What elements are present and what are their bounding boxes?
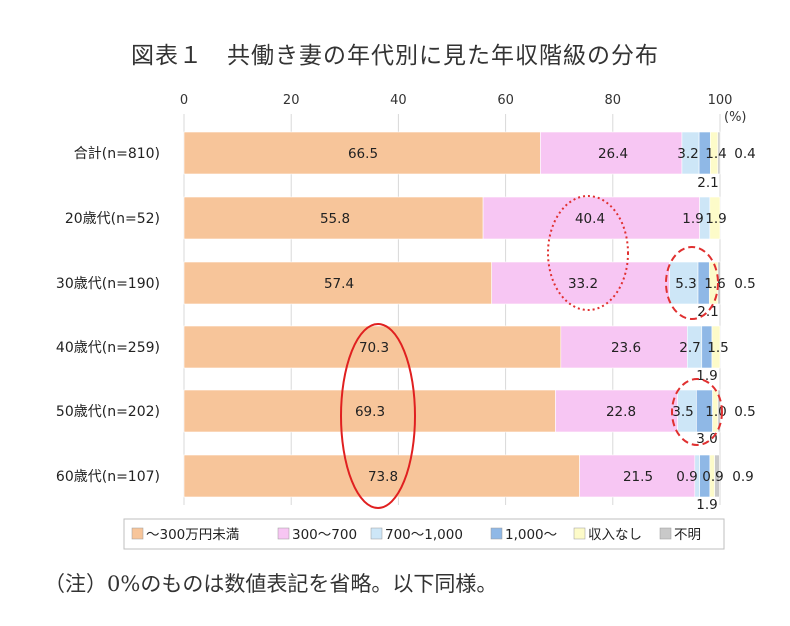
data-label: 23.6 xyxy=(611,340,641,356)
legend-label: 不明 xyxy=(674,527,701,543)
x-tick-label: 40 xyxy=(390,93,407,108)
data-label: 22.8 xyxy=(606,404,636,420)
bar-segment xyxy=(183,389,556,433)
legend-box xyxy=(123,518,725,550)
data-label: 2.1 xyxy=(697,175,718,191)
bar-segment xyxy=(183,454,580,498)
data-label: 0.9 xyxy=(732,469,753,485)
data-label: 0.9 xyxy=(676,469,697,485)
legend-swatch xyxy=(131,527,144,540)
bar-segment xyxy=(555,389,678,433)
data-label: 33.2 xyxy=(568,276,598,292)
category-label: 50歳代(n=202) xyxy=(56,404,160,420)
category-label: 40歳代(n=259) xyxy=(56,340,160,356)
unit-label: (%) xyxy=(724,110,747,125)
legend-swatch xyxy=(370,527,383,540)
data-label: 69.3 xyxy=(355,404,385,420)
data-label: 1.9 xyxy=(682,211,703,227)
bar-segment xyxy=(711,325,721,369)
x-tick-label: 80 xyxy=(605,93,622,108)
data-label: 70.3 xyxy=(359,340,389,356)
data-label: 3.0 xyxy=(696,431,717,447)
legend-swatch xyxy=(573,527,586,540)
data-label: 1.9 xyxy=(696,368,717,384)
bar-segment xyxy=(717,131,721,175)
data-label: 1.4 xyxy=(705,146,726,162)
category-label: 60歳代(n=107) xyxy=(56,469,160,485)
data-label: 57.4 xyxy=(324,276,354,292)
data-label: 0.4 xyxy=(734,146,755,162)
x-tick-label: 100 xyxy=(708,93,733,108)
bar-segment xyxy=(714,454,720,498)
data-label: 21.5 xyxy=(623,469,653,485)
bar-segment xyxy=(183,325,562,369)
x-tick-label: 20 xyxy=(283,93,300,108)
data-label: 2.1 xyxy=(697,304,718,320)
data-label: 55.8 xyxy=(320,211,350,227)
data-label: 0.5 xyxy=(734,404,755,420)
data-label: 26.4 xyxy=(598,146,628,162)
bar-segment xyxy=(183,261,492,305)
legend-swatch xyxy=(277,527,290,540)
chart-title: 図表１ 共働き妻の年代別に見た年収階級の分布 xyxy=(131,43,659,69)
footnote: （注）0%のものは数値表記を省略。以下同様。 xyxy=(44,572,498,596)
legend-swatch xyxy=(490,527,503,540)
bar-segment xyxy=(540,131,683,175)
data-label: 66.5 xyxy=(348,146,378,162)
bar-segment xyxy=(491,261,670,305)
data-label: 40.4 xyxy=(575,211,605,227)
bar-segment xyxy=(709,196,721,240)
data-label: 3.5 xyxy=(672,404,693,420)
legend-label: 700～1,000 xyxy=(385,527,463,543)
data-label: 1.6 xyxy=(704,276,725,292)
data-label: 0.5 xyxy=(734,276,755,292)
bar-segment xyxy=(183,196,484,240)
category-label: 合計(n=810) xyxy=(74,146,160,162)
x-tick-label: 0 xyxy=(180,93,188,108)
data-label: 1.0 xyxy=(705,404,726,420)
data-label: 3.2 xyxy=(677,146,698,162)
category-label: 30歳代(n=190) xyxy=(56,276,160,292)
data-label: 73.8 xyxy=(368,469,398,485)
data-label: 2.7 xyxy=(679,340,700,356)
bar-segment xyxy=(482,196,700,240)
highlight-ellipse-dashed xyxy=(665,246,719,320)
bar-segment xyxy=(669,261,699,305)
data-label: 0.9 xyxy=(702,469,723,485)
data-label: 1.5 xyxy=(707,340,728,356)
stacked-bar-chart: 0 20 40 60 80 100 (%) 合計(n=810) 20歳代(n=52) 30歳代(n… xyxy=(56,93,756,550)
legend-label: ～300万円未満 xyxy=(146,527,239,543)
data-label: 5.3 xyxy=(675,276,696,292)
legend-label: 収入なし xyxy=(588,527,642,543)
bar-segment xyxy=(579,454,696,498)
legend-label: 300～700 xyxy=(292,527,357,543)
data-label: 1.9 xyxy=(705,211,726,227)
highlight-ellipse-solid xyxy=(340,323,416,509)
legend-label: 1,000～ xyxy=(505,527,557,543)
category-label: 20歳代(n=52) xyxy=(65,211,160,227)
data-label: 1.9 xyxy=(696,497,717,513)
highlight-ellipse-dotted xyxy=(547,195,629,311)
bar-segment xyxy=(717,389,721,433)
legend-swatch xyxy=(659,527,672,540)
bar-segment xyxy=(560,325,688,369)
x-tick-label: 60 xyxy=(497,93,514,108)
highlight-ellipse-dashed xyxy=(671,378,723,446)
